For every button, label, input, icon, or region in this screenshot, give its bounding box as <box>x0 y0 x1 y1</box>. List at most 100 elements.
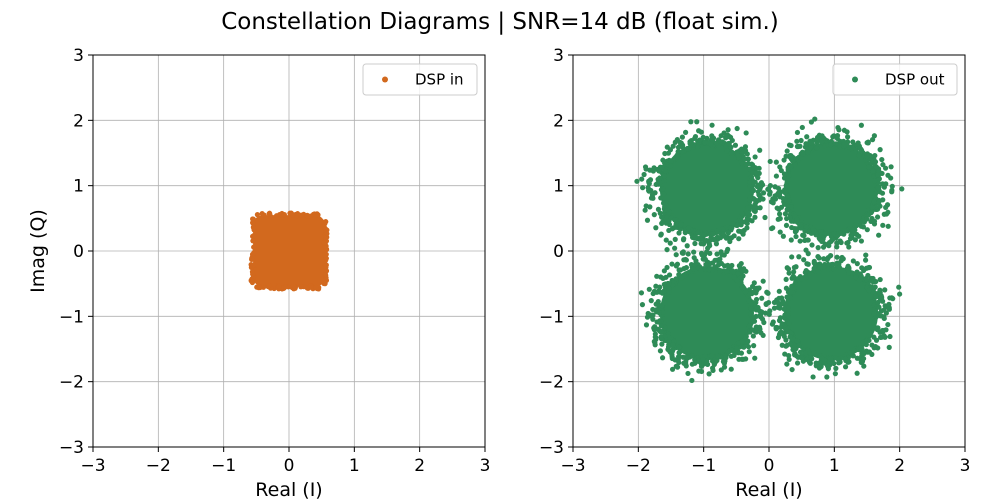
data-point <box>696 358 702 364</box>
legend-marker <box>382 76 388 83</box>
data-point <box>836 264 842 270</box>
data-point <box>658 274 664 280</box>
data-point <box>775 216 781 222</box>
data-point <box>877 276 883 283</box>
data-point <box>885 209 891 215</box>
data-point <box>661 299 667 306</box>
scatter-points <box>634 116 905 384</box>
y-tick-label: 1 <box>553 177 564 197</box>
data-point <box>650 168 656 174</box>
data-point <box>833 365 839 371</box>
data-point <box>677 267 684 273</box>
data-point <box>861 363 867 369</box>
data-point <box>724 248 730 255</box>
data-point <box>745 210 751 216</box>
data-point <box>838 239 844 246</box>
data-point <box>778 167 784 174</box>
data-point <box>838 258 844 264</box>
data-point <box>872 159 879 165</box>
data-point <box>877 147 883 153</box>
data-point <box>854 370 860 376</box>
data-point <box>695 144 701 150</box>
data-point <box>651 327 657 333</box>
data-point <box>322 252 328 258</box>
data-point <box>811 258 817 264</box>
data-point <box>817 236 823 242</box>
data-point <box>653 181 659 188</box>
data-point <box>283 284 289 290</box>
data-point <box>324 231 330 237</box>
data-point <box>897 291 903 297</box>
data-point <box>251 249 257 256</box>
data-point <box>746 349 752 355</box>
data-point <box>880 327 886 334</box>
data-point <box>873 164 880 170</box>
data-point <box>250 220 256 226</box>
data-point <box>634 178 640 184</box>
data-point <box>875 325 881 331</box>
data-point <box>675 357 681 363</box>
data-point <box>834 240 840 246</box>
data-point <box>846 244 852 250</box>
data-point <box>872 178 878 184</box>
data-point <box>865 265 872 271</box>
data-point <box>767 158 773 165</box>
data-point <box>790 285 796 292</box>
y-tick-label: −1 <box>539 307 564 327</box>
data-point <box>825 261 831 267</box>
data-point <box>717 256 723 262</box>
data-point <box>752 179 758 185</box>
data-point <box>794 360 801 366</box>
data-point <box>783 276 789 283</box>
y-axis-label-left: Imag (Q) <box>27 209 49 293</box>
data-point <box>760 190 767 196</box>
data-point <box>757 147 763 153</box>
data-point <box>780 233 786 239</box>
data-point <box>663 237 669 243</box>
data-point <box>746 166 753 172</box>
data-point <box>740 273 746 279</box>
data-point <box>653 283 659 289</box>
data-point <box>738 229 744 235</box>
data-point <box>794 217 800 223</box>
cluster-core <box>659 141 754 236</box>
data-point <box>682 361 688 367</box>
data-point <box>757 308 763 314</box>
x-tick-label: −1 <box>691 456 716 476</box>
y-tick-label: −3 <box>539 438 564 458</box>
data-point <box>707 243 713 249</box>
data-point <box>779 342 785 348</box>
data-point <box>748 306 754 312</box>
data-point <box>811 228 818 234</box>
data-point <box>879 181 886 187</box>
data-point <box>641 171 647 178</box>
data-point <box>266 211 272 217</box>
data-point <box>700 357 706 363</box>
data-point <box>870 168 876 174</box>
data-point <box>784 207 790 213</box>
data-point <box>785 312 791 319</box>
data-point <box>871 311 877 317</box>
data-point <box>791 212 798 219</box>
data-point <box>844 227 850 234</box>
data-point <box>724 147 730 154</box>
data-point <box>865 212 872 218</box>
data-point <box>796 254 802 260</box>
data-point <box>646 187 652 194</box>
scatter-points <box>248 210 330 292</box>
figure-title: Constellation Diagrams | SNR=14 dB (floa… <box>221 9 779 35</box>
data-point <box>887 295 893 301</box>
data-point <box>803 141 809 147</box>
data-point <box>702 140 708 146</box>
data-point <box>769 321 776 327</box>
data-point <box>760 278 766 284</box>
data-point <box>759 295 765 301</box>
data-point <box>750 187 757 194</box>
data-point <box>724 133 730 139</box>
data-point <box>819 355 825 362</box>
y-tick-label: −3 <box>59 438 84 458</box>
data-point <box>739 338 746 345</box>
data-point <box>791 344 798 350</box>
data-point <box>323 219 329 225</box>
data-point <box>832 371 838 377</box>
